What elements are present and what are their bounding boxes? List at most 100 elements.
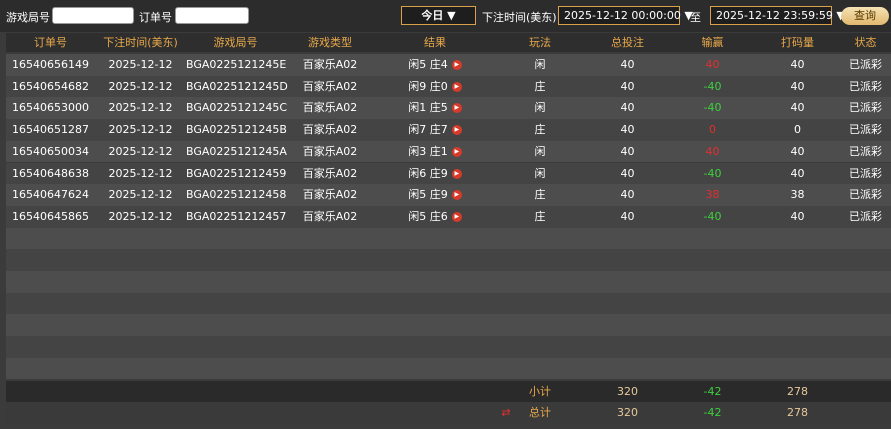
cell: 闲 <box>534 144 546 158</box>
play-icon[interactable]: ▶ <box>451 81 462 92</box>
cell: 庄 <box>534 209 546 223</box>
data-row: 16540650034 2025-12-12 19:07 BGA0225121245… <box>6 140 891 180</box>
cell: -40 <box>703 101 722 115</box>
cell: 闲 <box>534 58 546 71</box>
header-cell: 打码量 <box>781 36 814 49</box>
cell: 40 <box>620 144 635 158</box>
data-row: 16540651287 2025-12-12 19:08 BGA0225121245… <box>6 119 891 158</box>
cell: 闲5 庄9 ▶ <box>375 184 495 206</box>
header-cell: 游戏局号 <box>213 36 258 49</box>
period-select[interactable]: 今日 ▼ <box>401 6 476 25</box>
empty-row <box>6 292 891 315</box>
cell: -40 <box>703 79 722 93</box>
header-cell: 订单号 <box>34 36 67 49</box>
data-row: 16540645865 2025-12-12 19:04 BGA0225121245… <box>6 205 891 245</box>
empty-row <box>6 249 891 271</box>
cell: 已派彩 <box>849 123 882 137</box>
cell: 2025-12-12 19:07 <box>108 144 173 180</box>
play-icon[interactable]: ▶ <box>451 190 462 201</box>
data-row: 16540648638 2025-12-12 19:06 BGA0225121245… <box>6 162 891 201</box>
cell: 40 <box>790 58 805 71</box>
play-icon[interactable]: ▶ <box>451 103 462 114</box>
cell: 2025-12-12 19:08 <box>108 123 173 158</box>
cell: 百家乐A02 <box>302 144 358 158</box>
cell: 已派彩 <box>849 79 882 93</box>
round-input[interactable] <box>52 7 134 24</box>
cell: 闲7 庄7 ▶ <box>375 119 495 141</box>
cell: 40 <box>790 209 805 223</box>
cell: 38 <box>790 188 805 202</box>
empty-row <box>6 227 891 250</box>
cell: 已派彩 <box>849 209 882 223</box>
cell: 16540656149 <box>12 58 89 71</box>
cell: BGA0225121245A <box>186 144 287 158</box>
cell: 百家乐A02 <box>302 209 358 223</box>
header-cell: 结果 <box>424 36 446 49</box>
cell: 百家乐A02 <box>302 188 358 202</box>
cell: 16540651287 <box>12 123 89 137</box>
cell: BGA02251212459 <box>186 166 287 180</box>
start-time: 2025-12-12 00:00:00 <box>564 9 681 22</box>
cell: 已派彩 <box>849 188 882 202</box>
cell: 16540648638 <box>12 166 89 180</box>
order-input[interactable] <box>175 7 249 24</box>
cell: 2025-12-12 19:04 <box>108 209 173 245</box>
cell: 16540654682 <box>12 79 89 93</box>
cell: 百家乐A02 <box>302 101 358 115</box>
empty-row <box>6 271 891 293</box>
empty-row <box>6 357 891 380</box>
play-icon[interactable]: ▶ <box>451 146 462 157</box>
play-icon[interactable]: ▶ <box>451 211 462 222</box>
play-icon[interactable]: ▶ <box>451 168 462 179</box>
cell: 已派彩 <box>849 166 882 180</box>
cell: BGA02251212458 <box>186 188 287 202</box>
cell: 0 <box>709 123 716 137</box>
cell: -40 <box>703 166 722 180</box>
query-button[interactable]: 查询 <box>841 7 889 25</box>
subtotal-win: -42 <box>703 385 722 398</box>
header-cell: 总投注 <box>611 36 644 49</box>
cell: 40 <box>620 209 635 223</box>
empty-row <box>6 314 891 337</box>
play-icon[interactable]: ▶ <box>451 125 462 136</box>
cell: 闲1 庄5 ▶ <box>375 97 495 119</box>
refresh-icon[interactable]: ⇄ <box>501 406 511 419</box>
cell: 百家乐A02 <box>302 79 358 93</box>
total-win: -42 <box>703 406 722 419</box>
cell: 已派彩 <box>849 144 882 158</box>
cell: -40 <box>703 209 722 223</box>
cell: 已派彩 <box>849 101 882 115</box>
cell: 百家乐A02 <box>302 166 358 180</box>
cell: 40 <box>620 188 635 202</box>
subtotal-turnover: 278 <box>787 385 808 398</box>
cell: 百家乐A02 <box>302 123 358 137</box>
play-icon[interactable]: ▶ <box>451 60 462 70</box>
cell: 38 <box>705 188 720 202</box>
round-label: 游戏局号 <box>6 11 50 24</box>
cell: 40 <box>620 123 635 137</box>
cell: 庄 <box>534 123 546 137</box>
cell: 闲6 庄9 ▶ <box>375 163 495 185</box>
cell: 庄 <box>534 188 546 202</box>
cell: 40 <box>705 144 720 158</box>
header-cell: 下注时间(美东) <box>103 36 178 49</box>
empty-row <box>6 336 891 358</box>
cell: 16540645865 <box>12 209 89 223</box>
total-row: 总计 320 -42 278 ⇄ <box>6 402 891 423</box>
period: 今日 <box>421 9 444 22</box>
cell: 2025-12-12 19:05 <box>108 188 173 223</box>
cell: BGA0225121245E <box>186 58 287 71</box>
cell: 百家乐A02 <box>302 58 358 71</box>
subtotal-row: 小计 320 -42 278 <box>6 381 891 402</box>
cell: 已派彩 <box>849 58 882 71</box>
end-select[interactable]: 2025-12-12 23:59:59 ▼ <box>710 6 845 25</box>
cell: 40 <box>790 166 805 180</box>
start-select[interactable]: 2025-12-12 00:00:00 ▼ <box>558 6 693 25</box>
cell: BGA0225121245C <box>186 101 288 115</box>
cell: 0 <box>794 123 801 137</box>
cell: 16540650034 <box>12 144 89 158</box>
cell: 40 <box>790 144 805 158</box>
data-row: 16540647624 2025-12-12 19:05 BGA0225121245… <box>6 184 891 223</box>
header-cell: 游戏类型 <box>308 36 352 49</box>
